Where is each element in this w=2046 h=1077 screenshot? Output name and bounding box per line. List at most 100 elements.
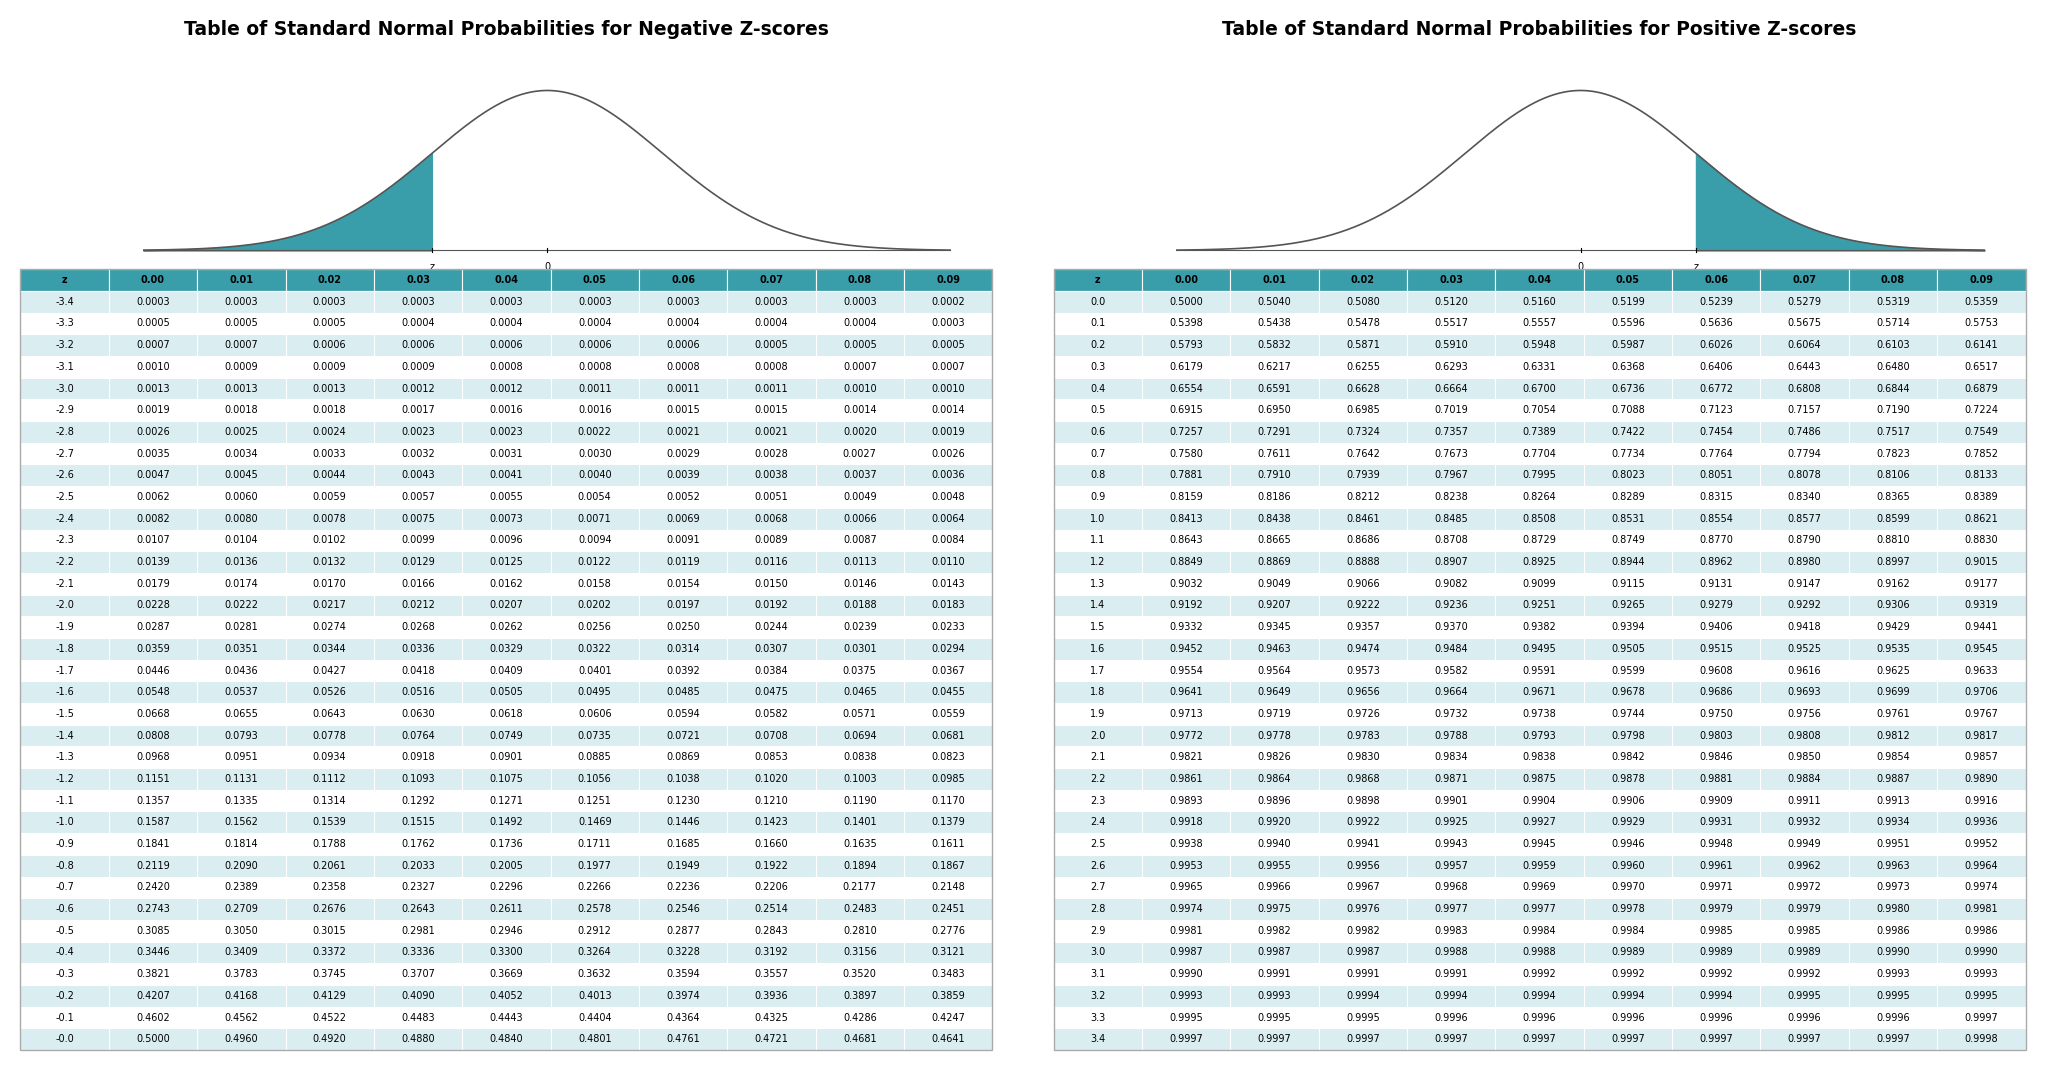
Bar [20,659,108,682]
Text: 0.0808: 0.0808 [137,730,170,741]
Text: 0.9990: 0.9990 [1964,948,1999,957]
Bar [108,877,196,898]
Text: 0.9901: 0.9901 [1434,796,1469,806]
Bar [638,659,726,682]
Text: 0.4129: 0.4129 [313,991,346,1001]
Bar [904,638,992,659]
Bar [550,334,638,356]
Bar [1230,703,1320,725]
Text: 0.9951: 0.9951 [1876,839,1909,849]
Text: 0.0033: 0.0033 [313,449,346,459]
Bar [1584,855,1672,877]
Bar [1408,638,1496,659]
Bar [20,834,108,855]
Bar [1850,551,1938,573]
Bar [816,963,904,985]
Bar [638,638,726,659]
Bar [1142,898,1230,920]
Text: 0.0009: 0.0009 [225,362,258,372]
Text: 0.9996: 0.9996 [1522,1012,1557,1022]
Bar [374,334,462,356]
Bar [1142,941,1230,963]
Bar [1850,421,1938,443]
Bar [1230,941,1320,963]
Bar [1142,855,1230,877]
Text: 0.9989: 0.9989 [1788,948,1821,957]
Bar [286,1007,374,1029]
Bar [286,659,374,682]
Bar [108,746,196,768]
Text: 0.9979: 0.9979 [1700,904,1733,914]
Bar [374,746,462,768]
Bar [638,985,726,1007]
Text: 0.7088: 0.7088 [1610,405,1645,416]
Text: 0.0548: 0.0548 [137,687,170,697]
Bar [1496,789,1584,811]
Text: 0.0013: 0.0013 [137,383,170,393]
Bar [1672,855,1760,877]
Bar [726,508,816,530]
Bar [374,725,462,746]
Text: 0.9131: 0.9131 [1700,578,1733,589]
Bar [550,312,638,334]
Text: 0.6879: 0.6879 [1964,383,1999,393]
Bar [1496,551,1584,573]
Text: 0.2266: 0.2266 [577,882,612,893]
Text: 0.8186: 0.8186 [1258,492,1291,502]
Bar [1054,312,1142,334]
Text: 0.2148: 0.2148 [931,882,966,893]
Bar [1320,616,1408,638]
Bar [1496,985,1584,1007]
Bar [1320,920,1408,941]
Bar [462,291,550,312]
Bar [196,789,286,811]
Bar [1142,616,1230,638]
Bar [1584,356,1672,378]
Text: 0.0096: 0.0096 [489,535,524,545]
Bar [1584,616,1672,638]
Text: 0.1814: 0.1814 [225,839,258,849]
Text: 0.0643: 0.0643 [313,709,346,718]
Text: 0.0087: 0.0087 [843,535,876,545]
Text: 0.1131: 0.1131 [225,774,258,784]
Text: 0.6: 0.6 [1091,426,1105,437]
Bar [904,356,992,378]
Bar [20,443,108,464]
Text: 0.4364: 0.4364 [667,1012,700,1022]
Text: 0.1949: 0.1949 [667,861,700,870]
Bar [374,941,462,963]
Text: 0.3859: 0.3859 [931,991,966,1001]
Bar [20,378,108,400]
Bar [1142,1029,1230,1050]
Bar [904,963,992,985]
Bar [108,811,196,834]
Bar [286,508,374,530]
Text: 0.9991: 0.9991 [1258,969,1291,979]
Text: 0.9649: 0.9649 [1258,687,1291,697]
Text: 0.0256: 0.0256 [577,623,612,632]
Bar [1938,1029,2026,1050]
Text: 0.9812: 0.9812 [1876,730,1909,741]
Bar [462,834,550,855]
Bar [286,963,374,985]
Bar [286,1029,374,1050]
Bar [20,269,108,291]
Bar [1584,551,1672,573]
Text: 0.0375: 0.0375 [843,666,878,675]
Bar [1496,1029,1584,1050]
Bar [816,768,904,789]
Bar [638,855,726,877]
Bar [1584,269,1672,291]
Bar [286,703,374,725]
Bar [1142,985,1230,1007]
Bar [462,789,550,811]
Bar [1408,855,1496,877]
Bar [816,746,904,768]
Text: 0.8944: 0.8944 [1610,557,1645,568]
Text: 0.0059: 0.0059 [313,492,346,502]
Text: 0.4404: 0.4404 [577,1012,612,1022]
Bar [904,291,992,312]
Text: 0.0749: 0.0749 [489,730,524,741]
Bar [1142,486,1230,508]
Text: 0.04: 0.04 [1528,275,1551,285]
